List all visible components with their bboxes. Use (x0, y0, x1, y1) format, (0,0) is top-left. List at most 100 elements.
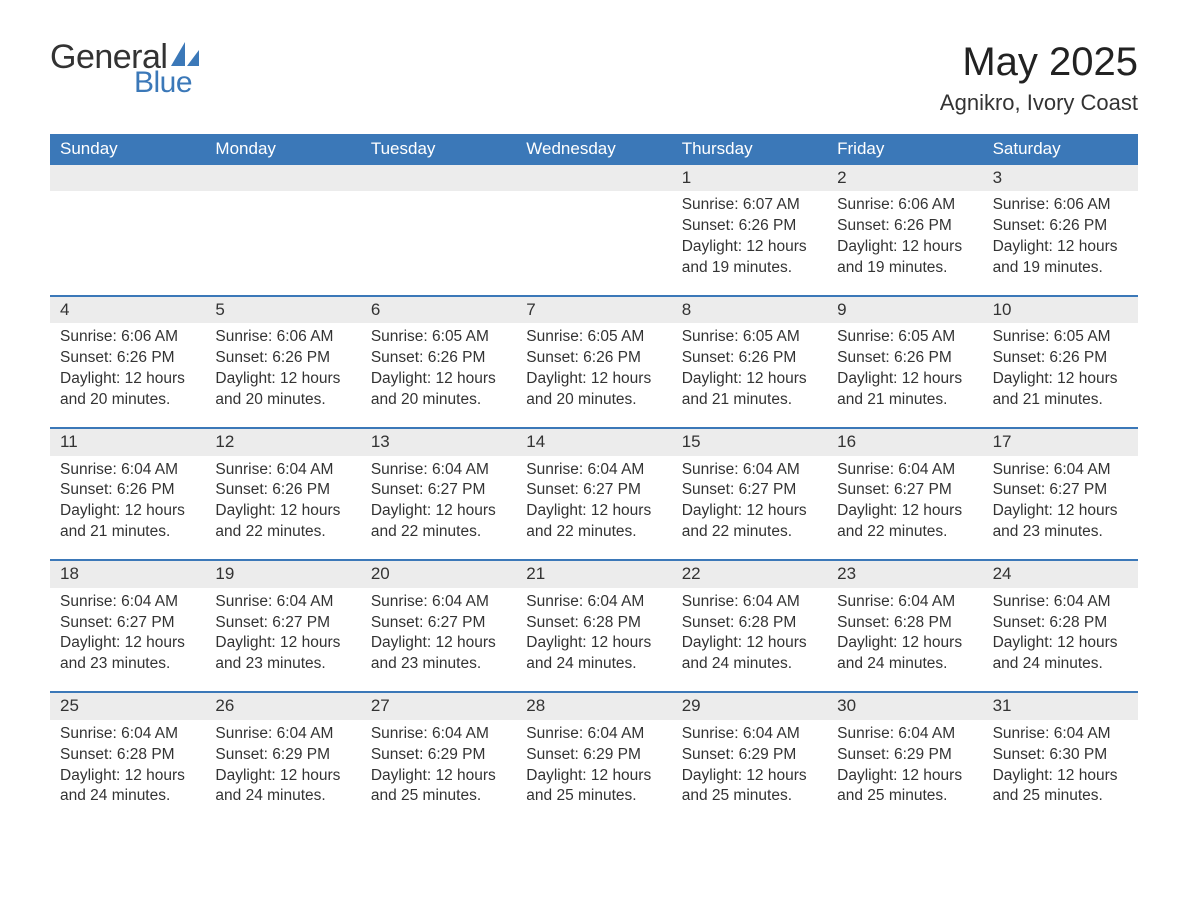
day-details: Sunrise: 6:05 AMSunset: 6:26 PMDaylight:… (827, 323, 982, 427)
day-number: 26 (205, 693, 360, 719)
day-dl1: Daylight: 12 hours (682, 369, 817, 390)
day-details: Sunrise: 6:04 AMSunset: 6:29 PMDaylight:… (827, 720, 982, 824)
day-sunset: Sunset: 6:29 PM (215, 745, 350, 766)
calendar-week: 25Sunrise: 6:04 AMSunset: 6:28 PMDayligh… (50, 691, 1138, 823)
day-cell (50, 165, 205, 295)
day-number: 22 (672, 561, 827, 587)
day-sunset: Sunset: 6:27 PM (215, 613, 350, 634)
day-number: 11 (50, 429, 205, 455)
day-number: 9 (827, 297, 982, 323)
day-number: 15 (672, 429, 827, 455)
day-sunset: Sunset: 6:26 PM (993, 216, 1128, 237)
weekday-header: Friday (827, 134, 982, 165)
day-sunrise: Sunrise: 6:06 AM (60, 327, 195, 348)
weekday-header-row: Sunday Monday Tuesday Wednesday Thursday… (50, 134, 1138, 165)
header: General Blue May 2025 Agnikro, Ivory Coa… (50, 40, 1138, 116)
day-sunrise: Sunrise: 6:04 AM (215, 592, 350, 613)
day-sunrise: Sunrise: 6:04 AM (993, 460, 1128, 481)
day-details: Sunrise: 6:06 AMSunset: 6:26 PMDaylight:… (205, 323, 360, 427)
day-cell (361, 165, 516, 295)
brand-word2: Blue (134, 68, 201, 98)
day-number: 24 (983, 561, 1138, 587)
day-number (50, 165, 205, 191)
day-number: 12 (205, 429, 360, 455)
day-sunset: Sunset: 6:26 PM (682, 216, 817, 237)
day-cell: 31Sunrise: 6:04 AMSunset: 6:30 PMDayligh… (983, 693, 1138, 823)
day-details: Sunrise: 6:05 AMSunset: 6:26 PMDaylight:… (983, 323, 1138, 427)
day-sunrise: Sunrise: 6:05 AM (371, 327, 506, 348)
day-number: 29 (672, 693, 827, 719)
day-sunrise: Sunrise: 6:05 AM (993, 327, 1128, 348)
day-sunset: Sunset: 6:26 PM (215, 348, 350, 369)
day-sunrise: Sunrise: 6:04 AM (682, 460, 817, 481)
day-dl2: and 24 minutes. (60, 786, 195, 807)
day-dl2: and 24 minutes. (837, 654, 972, 675)
day-dl2: and 22 minutes. (371, 522, 506, 543)
day-cell: 25Sunrise: 6:04 AMSunset: 6:28 PMDayligh… (50, 693, 205, 823)
day-details: Sunrise: 6:05 AMSunset: 6:26 PMDaylight:… (516, 323, 671, 427)
day-details: Sunrise: 6:04 AMSunset: 6:29 PMDaylight:… (205, 720, 360, 824)
day-sunset: Sunset: 6:27 PM (837, 480, 972, 501)
day-dl1: Daylight: 12 hours (371, 633, 506, 654)
day-dl1: Daylight: 12 hours (682, 633, 817, 654)
day-number: 16 (827, 429, 982, 455)
day-sunset: Sunset: 6:26 PM (526, 348, 661, 369)
day-number: 1 (672, 165, 827, 191)
day-dl1: Daylight: 12 hours (837, 369, 972, 390)
day-dl1: Daylight: 12 hours (682, 766, 817, 787)
day-details: Sunrise: 6:04 AMSunset: 6:27 PMDaylight:… (827, 456, 982, 560)
calendar-week: 11Sunrise: 6:04 AMSunset: 6:26 PMDayligh… (50, 427, 1138, 559)
day-dl2: and 22 minutes. (526, 522, 661, 543)
day-sunset: Sunset: 6:26 PM (993, 348, 1128, 369)
day-number: 25 (50, 693, 205, 719)
day-dl1: Daylight: 12 hours (215, 501, 350, 522)
day-details: Sunrise: 6:04 AMSunset: 6:28 PMDaylight:… (983, 588, 1138, 692)
day-cell (516, 165, 671, 295)
day-number: 27 (361, 693, 516, 719)
day-sunrise: Sunrise: 6:07 AM (682, 195, 817, 216)
day-cell: 19Sunrise: 6:04 AMSunset: 6:27 PMDayligh… (205, 561, 360, 691)
day-dl2: and 22 minutes. (215, 522, 350, 543)
day-dl1: Daylight: 12 hours (526, 501, 661, 522)
day-number: 4 (50, 297, 205, 323)
day-cell: 4Sunrise: 6:06 AMSunset: 6:26 PMDaylight… (50, 297, 205, 427)
day-number: 20 (361, 561, 516, 587)
day-cell: 28Sunrise: 6:04 AMSunset: 6:29 PMDayligh… (516, 693, 671, 823)
day-cell: 27Sunrise: 6:04 AMSunset: 6:29 PMDayligh… (361, 693, 516, 823)
day-sunset: Sunset: 6:28 PM (993, 613, 1128, 634)
day-sunset: Sunset: 6:27 PM (526, 480, 661, 501)
day-cell: 14Sunrise: 6:04 AMSunset: 6:27 PMDayligh… (516, 429, 671, 559)
day-dl1: Daylight: 12 hours (60, 633, 195, 654)
day-number: 3 (983, 165, 1138, 191)
day-number: 10 (983, 297, 1138, 323)
weekday-header: Monday (205, 134, 360, 165)
day-dl2: and 23 minutes. (993, 522, 1128, 543)
day-details: Sunrise: 6:04 AMSunset: 6:27 PMDaylight:… (361, 456, 516, 560)
day-details: Sunrise: 6:06 AMSunset: 6:26 PMDaylight:… (827, 191, 982, 295)
day-dl1: Daylight: 12 hours (371, 369, 506, 390)
day-dl1: Daylight: 12 hours (682, 237, 817, 258)
day-details (361, 191, 516, 211)
day-number: 14 (516, 429, 671, 455)
day-dl2: and 19 minutes. (682, 258, 817, 279)
day-sunset: Sunset: 6:26 PM (682, 348, 817, 369)
day-dl1: Daylight: 12 hours (60, 766, 195, 787)
day-dl1: Daylight: 12 hours (837, 633, 972, 654)
day-details: Sunrise: 6:07 AMSunset: 6:26 PMDaylight:… (672, 191, 827, 295)
day-number: 31 (983, 693, 1138, 719)
day-number: 30 (827, 693, 982, 719)
page-title: May 2025 (940, 40, 1138, 84)
day-cell: 30Sunrise: 6:04 AMSunset: 6:29 PMDayligh… (827, 693, 982, 823)
day-details: Sunrise: 6:04 AMSunset: 6:29 PMDaylight:… (516, 720, 671, 824)
day-dl2: and 25 minutes. (837, 786, 972, 807)
day-details: Sunrise: 6:05 AMSunset: 6:26 PMDaylight:… (361, 323, 516, 427)
weekday-header: Thursday (672, 134, 827, 165)
day-sunset: Sunset: 6:29 PM (682, 745, 817, 766)
day-sunrise: Sunrise: 6:04 AM (371, 592, 506, 613)
day-cell: 9Sunrise: 6:05 AMSunset: 6:26 PMDaylight… (827, 297, 982, 427)
calendar-week: 18Sunrise: 6:04 AMSunset: 6:27 PMDayligh… (50, 559, 1138, 691)
day-cell: 17Sunrise: 6:04 AMSunset: 6:27 PMDayligh… (983, 429, 1138, 559)
day-dl2: and 23 minutes. (60, 654, 195, 675)
day-dl1: Daylight: 12 hours (526, 766, 661, 787)
day-dl2: and 21 minutes. (993, 390, 1128, 411)
